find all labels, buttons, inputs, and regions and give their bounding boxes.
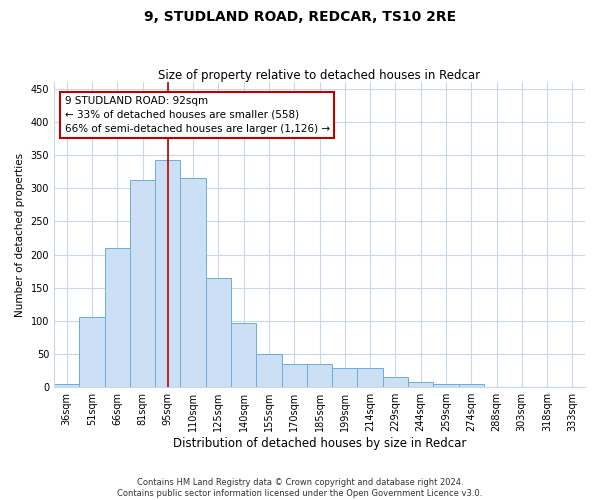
Bar — [408, 382, 433, 387]
Bar — [458, 384, 484, 387]
Text: 9 STUDLAND ROAD: 92sqm
← 33% of detached houses are smaller (558)
66% of semi-de: 9 STUDLAND ROAD: 92sqm ← 33% of detached… — [65, 96, 330, 134]
Bar — [484, 386, 509, 387]
Bar — [307, 364, 332, 387]
Text: 9, STUDLAND ROAD, REDCAR, TS10 2RE: 9, STUDLAND ROAD, REDCAR, TS10 2RE — [144, 10, 456, 24]
Bar — [181, 178, 206, 387]
Bar — [79, 317, 104, 387]
Text: Contains HM Land Registry data © Crown copyright and database right 2024.
Contai: Contains HM Land Registry data © Crown c… — [118, 478, 482, 498]
Bar — [332, 368, 358, 387]
Bar — [281, 364, 307, 387]
Bar — [358, 368, 383, 387]
Bar — [155, 160, 181, 387]
Bar — [383, 378, 408, 387]
Bar — [231, 323, 256, 387]
Bar — [433, 384, 458, 387]
Bar — [560, 386, 585, 387]
Bar — [104, 248, 130, 387]
Bar — [54, 384, 79, 387]
X-axis label: Distribution of detached houses by size in Redcar: Distribution of detached houses by size … — [173, 437, 466, 450]
Bar — [206, 278, 231, 387]
Bar — [509, 386, 535, 387]
Title: Size of property relative to detached houses in Redcar: Size of property relative to detached ho… — [158, 69, 481, 82]
Bar — [256, 354, 281, 387]
Bar — [535, 386, 560, 387]
Bar — [130, 180, 155, 387]
Y-axis label: Number of detached properties: Number of detached properties — [15, 152, 25, 316]
